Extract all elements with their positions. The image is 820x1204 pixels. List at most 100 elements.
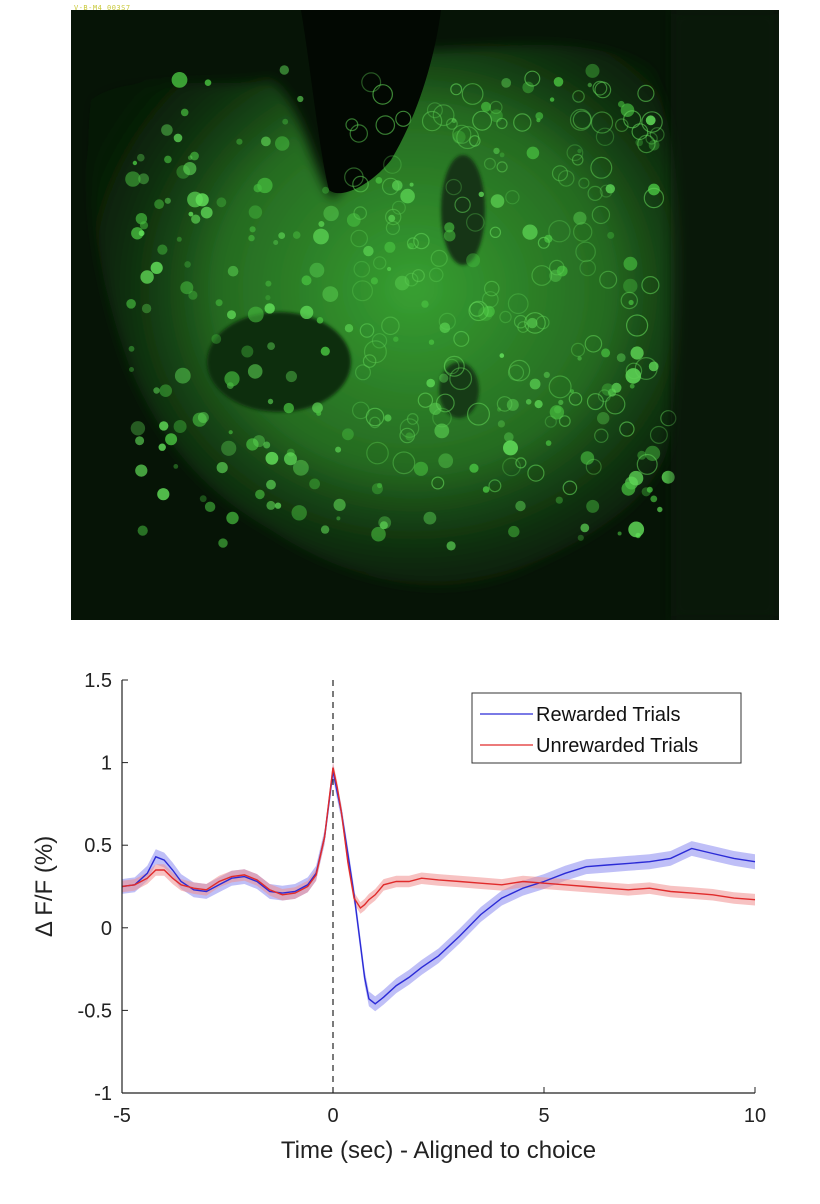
cell-outline: [507, 364, 525, 381]
cell-spot: [204, 79, 212, 86]
cell-outline: [641, 111, 663, 133]
error-band-0: [122, 763, 755, 1012]
cell-spot: [342, 428, 354, 441]
cell-outline: [385, 220, 400, 235]
cell-outline: [572, 90, 585, 103]
cell-spot: [221, 440, 237, 456]
cell-spot: [200, 206, 213, 219]
cell-spot: [226, 511, 239, 525]
cell-outline: [502, 457, 521, 477]
fluorescent-cells: [125, 63, 677, 551]
cell-spot: [384, 241, 396, 253]
cell-outline: [568, 392, 583, 406]
cell-outline: [515, 457, 527, 469]
cell-outline: [562, 480, 578, 496]
cell-spot: [125, 171, 141, 187]
cell-spot: [255, 489, 265, 500]
cell-outline: [513, 314, 528, 329]
cell-spot: [625, 368, 642, 384]
cell-spot: [137, 525, 148, 536]
cell-spot: [388, 214, 396, 222]
cell-spot: [346, 213, 361, 227]
y-tick-label: 1: [101, 753, 112, 775]
cell-outline: [345, 118, 359, 132]
cell-spot: [570, 389, 574, 394]
cell-outline: [637, 84, 655, 103]
cell-outline: [649, 425, 668, 444]
cell-spot: [199, 495, 207, 503]
dff-line-chart: -5 0 5 10 -1 -0.5 0 0.5 1 1.5 Time (sec) - Align…: [31, 670, 766, 1164]
legend-label-rewarded: Rewarded Trials: [536, 704, 681, 726]
cell-spot: [173, 133, 183, 143]
cell-spot: [605, 184, 615, 194]
cell-spot: [426, 378, 436, 388]
cell-spot: [131, 227, 144, 240]
tissue-region: [88, 45, 680, 587]
cell-spot: [504, 432, 514, 442]
x-ticks: -5 0 5 10: [113, 1087, 766, 1127]
cell-outline: [513, 113, 532, 132]
cell-spot: [444, 222, 455, 233]
cell-spot: [153, 387, 160, 394]
cell-spot: [211, 334, 222, 344]
cell-spot: [249, 226, 256, 233]
cell-outline: [643, 187, 665, 209]
cell-spot: [535, 112, 544, 120]
cell-spot: [187, 155, 193, 160]
cell-spot: [493, 147, 500, 155]
cell-outline: [488, 479, 502, 493]
cell-spot: [573, 211, 587, 225]
cell-outline: [406, 413, 419, 425]
cell-outline: [548, 259, 565, 276]
cell-spot: [394, 275, 410, 291]
cell-spot: [218, 538, 228, 548]
cell-spot: [180, 108, 189, 117]
cell-spot: [283, 402, 294, 414]
cell-spot: [266, 479, 276, 490]
cell-spot: [409, 182, 414, 187]
cell-outline: [465, 213, 485, 232]
cell-spot: [469, 463, 479, 473]
cell-spot: [248, 234, 255, 242]
cell-spot: [309, 478, 320, 490]
cell-outline: [625, 314, 649, 337]
cell-spot: [227, 310, 236, 320]
cell-spot: [204, 501, 216, 512]
cell-spot: [284, 452, 297, 466]
cell-outline: [432, 104, 455, 127]
cell-outline: [443, 355, 465, 377]
cell-outline: [634, 357, 658, 381]
cell-outline: [438, 312, 456, 330]
x-tick-label: 0: [327, 1105, 338, 1127]
cell-spot: [577, 148, 582, 154]
cell-spot: [645, 115, 656, 126]
cell-outline: [548, 375, 572, 399]
fluorescence-micrograph: [71, 10, 779, 620]
cell-spot: [309, 262, 325, 278]
y-tick-label: 1.5: [84, 670, 112, 692]
cell-outline: [496, 161, 508, 173]
cell-outline: [449, 367, 473, 391]
cell-spot: [621, 481, 636, 496]
cell-spot: [174, 367, 191, 384]
cell-spot: [657, 506, 663, 513]
cell-spot: [553, 77, 564, 87]
cell-outline: [505, 189, 520, 205]
cell-spot: [580, 451, 595, 465]
cell-outline: [361, 72, 382, 93]
cell-spot: [620, 103, 635, 117]
cell-spot: [227, 265, 239, 277]
cell-spot: [580, 523, 590, 533]
cell-spot: [371, 526, 386, 542]
cell-spot: [384, 414, 392, 422]
cell-outline: [421, 110, 443, 132]
cell-spot: [503, 440, 518, 456]
cell-outline: [496, 117, 508, 130]
cell-spot: [246, 438, 259, 451]
cell-spot: [499, 353, 505, 358]
cell-outline: [571, 154, 584, 166]
cell-spot: [370, 277, 378, 285]
cell-outline: [620, 291, 639, 310]
cell-outline: [430, 249, 448, 267]
cell-outline: [557, 170, 575, 187]
